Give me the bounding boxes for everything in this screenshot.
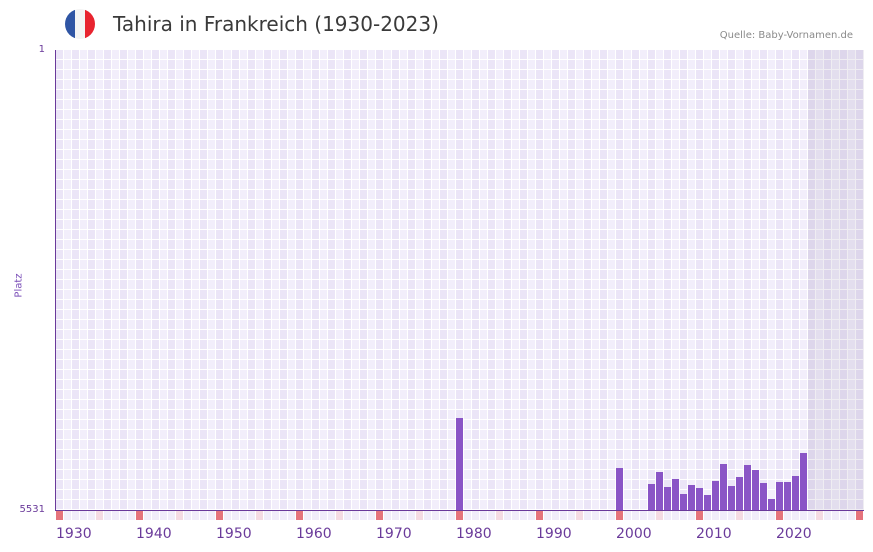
x-tick-2010: 2010: [696, 526, 732, 542]
x-tick-2000: 2000: [616, 526, 652, 542]
bar-2017[interactable]: [752, 469, 759, 510]
bar-2021[interactable]: [784, 481, 791, 510]
y-tick-bottom: 5531: [19, 504, 45, 515]
x-tick-1960: 1960: [296, 526, 332, 542]
flag-blue-stripe: [65, 9, 75, 39]
bar-2000[interactable]: [616, 467, 623, 510]
flag-red-stripe: [85, 9, 95, 39]
chart-title: Tahira in Frankreich (1930-2023): [113, 12, 439, 36]
bar-2010[interactable]: [696, 487, 703, 510]
future-shaded-region: [808, 50, 864, 510]
france-flag-icon: [65, 9, 95, 39]
decade-marker-2030: [856, 511, 863, 520]
source-link[interactable]: Quelle: Baby-Vornamen.de: [719, 30, 853, 41]
bar-2014[interactable]: [728, 485, 735, 510]
bar-2007[interactable]: [672, 478, 679, 510]
half-decade-marker-1985: [496, 511, 503, 520]
x-tick-1970: 1970: [376, 526, 412, 542]
half-decade-marker-2005: [656, 511, 663, 520]
bar-2016[interactable]: [744, 464, 751, 510]
bar-2023[interactable]: [800, 452, 807, 510]
bar-2005[interactable]: [656, 471, 663, 510]
half-decade-marker-1975: [416, 511, 423, 520]
bar-2008[interactable]: [680, 493, 687, 510]
bar-2011[interactable]: [704, 494, 711, 510]
decade-marker-1990: [536, 511, 543, 520]
bar-1980[interactable]: [456, 418, 463, 510]
bar-2004[interactable]: [648, 483, 655, 510]
x-tick-2020: 2020: [776, 526, 812, 542]
bar-2018[interactable]: [760, 482, 767, 510]
decade-marker-2010: [696, 511, 703, 520]
plot-area: [56, 50, 864, 510]
x-tick-1930: 1930: [56, 526, 92, 542]
x-tick-1940: 1940: [136, 526, 172, 542]
decade-marker-1950: [216, 511, 223, 520]
x-tick-1980: 1980: [456, 526, 492, 542]
bar-2012[interactable]: [712, 480, 719, 510]
y-axis-label: Platz: [13, 273, 25, 298]
decade-marker-1970: [376, 511, 383, 520]
bar-2015[interactable]: [736, 476, 743, 510]
bar-2013[interactable]: [720, 463, 727, 510]
half-decade-marker-1995: [576, 511, 583, 520]
bar-2022[interactable]: [792, 475, 799, 510]
half-decade-marker-2025: [816, 511, 823, 520]
x-axis-line: [55, 510, 864, 511]
decade-marker-1960: [296, 511, 303, 520]
x-tick-1990: 1990: [536, 526, 572, 542]
bar-2009[interactable]: [688, 484, 695, 510]
half-decade-marker-1955: [256, 511, 263, 520]
y-axis-line: [55, 50, 56, 511]
bar-2006[interactable]: [664, 486, 671, 510]
y-tick-top: 1: [38, 44, 45, 55]
decade-marker-1980: [456, 511, 463, 520]
half-decade-marker-1965: [336, 511, 343, 520]
bar-2020[interactable]: [776, 481, 783, 510]
decade-marker-2000: [616, 511, 623, 520]
bar-2019[interactable]: [768, 498, 775, 510]
half-decade-marker-1935: [96, 511, 103, 520]
x-tick-1950: 1950: [216, 526, 252, 542]
decade-marker-1930: [56, 511, 63, 520]
half-decade-marker-2015: [736, 511, 743, 520]
decade-marker-1940: [136, 511, 143, 520]
flag-white-stripe: [75, 9, 85, 39]
half-decade-marker-1945: [176, 511, 183, 520]
decade-marker-2020: [776, 511, 783, 520]
